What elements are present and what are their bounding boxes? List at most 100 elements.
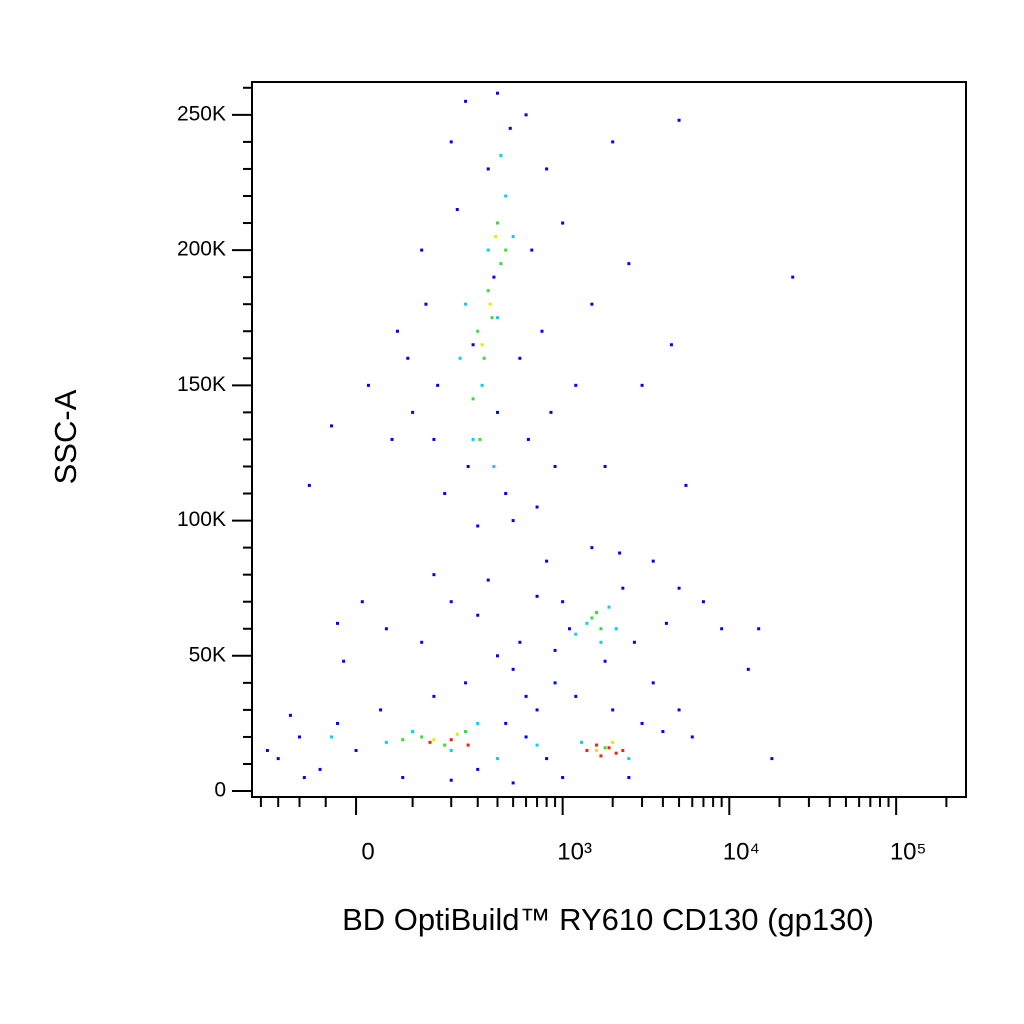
point bbox=[540, 329, 544, 333]
point bbox=[476, 767, 480, 771]
point bbox=[495, 91, 499, 95]
point bbox=[545, 559, 549, 563]
point bbox=[553, 464, 557, 468]
point bbox=[406, 356, 410, 360]
point bbox=[464, 99, 468, 103]
point bbox=[449, 738, 453, 742]
point bbox=[595, 611, 599, 615]
point bbox=[495, 316, 499, 320]
point bbox=[590, 302, 594, 306]
point bbox=[690, 735, 694, 739]
point bbox=[443, 743, 447, 747]
point bbox=[595, 748, 599, 752]
point bbox=[618, 551, 622, 555]
point bbox=[640, 383, 644, 387]
y-tick-label: 0 bbox=[214, 779, 226, 802]
point bbox=[568, 627, 572, 631]
point bbox=[354, 748, 358, 752]
point bbox=[524, 735, 528, 739]
point bbox=[492, 464, 496, 468]
point bbox=[495, 221, 499, 225]
point bbox=[585, 748, 589, 752]
point bbox=[432, 738, 436, 742]
point bbox=[746, 667, 750, 671]
point bbox=[701, 600, 705, 604]
point bbox=[511, 667, 515, 671]
point bbox=[482, 356, 486, 360]
point bbox=[432, 694, 436, 698]
point bbox=[424, 302, 428, 306]
point bbox=[360, 600, 364, 604]
point bbox=[757, 627, 761, 631]
point bbox=[420, 735, 424, 739]
point bbox=[420, 640, 424, 644]
point bbox=[611, 708, 615, 712]
point bbox=[449, 778, 453, 782]
point bbox=[330, 424, 334, 428]
point bbox=[428, 740, 432, 744]
point bbox=[545, 757, 549, 761]
point bbox=[621, 748, 625, 752]
point bbox=[677, 708, 681, 712]
point bbox=[535, 505, 539, 509]
point bbox=[607, 746, 611, 750]
point bbox=[574, 632, 578, 636]
point bbox=[511, 235, 515, 239]
point bbox=[495, 410, 499, 414]
point bbox=[330, 735, 334, 739]
x-tick-label: 10⁵ bbox=[890, 838, 927, 865]
point bbox=[574, 694, 578, 698]
point bbox=[499, 262, 503, 266]
point bbox=[401, 738, 405, 742]
point bbox=[614, 627, 618, 631]
point bbox=[336, 621, 340, 625]
point bbox=[720, 627, 724, 631]
point bbox=[611, 740, 615, 744]
point bbox=[549, 410, 553, 414]
point bbox=[603, 464, 607, 468]
point bbox=[611, 140, 615, 144]
point bbox=[336, 721, 340, 725]
point bbox=[458, 356, 462, 360]
x-axis-label: BD OptiBuild™ RY610 CD130 (gp130) bbox=[342, 902, 874, 937]
point bbox=[486, 578, 490, 582]
point bbox=[585, 621, 589, 625]
point bbox=[486, 289, 490, 293]
point bbox=[511, 519, 515, 523]
point bbox=[432, 573, 436, 577]
point bbox=[390, 437, 394, 441]
point bbox=[621, 586, 625, 590]
point bbox=[455, 732, 459, 736]
point bbox=[396, 329, 400, 333]
point bbox=[561, 600, 565, 604]
point bbox=[640, 721, 644, 725]
point bbox=[504, 194, 508, 198]
point bbox=[651, 681, 655, 685]
y-axis-label: SSC-A bbox=[48, 389, 83, 484]
point bbox=[526, 437, 530, 441]
point bbox=[504, 721, 508, 725]
point bbox=[553, 681, 557, 685]
point bbox=[411, 730, 415, 734]
point bbox=[342, 659, 346, 663]
point bbox=[466, 743, 470, 747]
point bbox=[455, 208, 459, 212]
point bbox=[561, 221, 565, 225]
point bbox=[471, 437, 475, 441]
point bbox=[574, 383, 578, 387]
point bbox=[495, 757, 499, 761]
point bbox=[603, 659, 607, 663]
point bbox=[545, 167, 549, 171]
point bbox=[590, 616, 594, 620]
point bbox=[471, 343, 475, 347]
point bbox=[298, 735, 302, 739]
point bbox=[480, 343, 484, 347]
point bbox=[466, 464, 470, 468]
point bbox=[791, 275, 795, 279]
point bbox=[490, 316, 494, 320]
point bbox=[449, 600, 453, 604]
point bbox=[486, 167, 490, 171]
point bbox=[464, 730, 468, 734]
y-tick-label: 50K bbox=[189, 643, 226, 666]
